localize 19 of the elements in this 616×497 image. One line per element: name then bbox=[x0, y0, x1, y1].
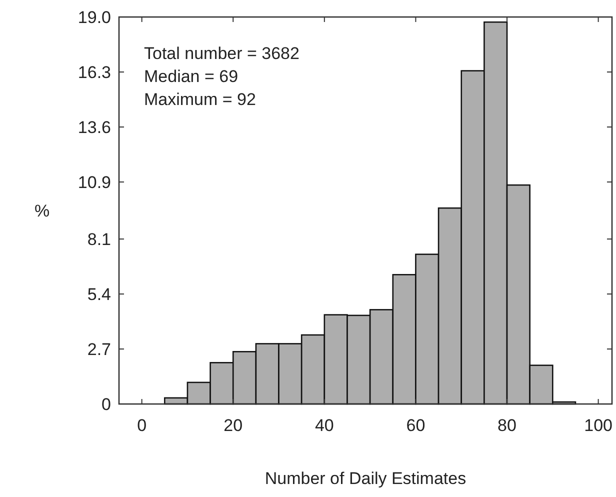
x-tick-label: 80 bbox=[498, 416, 516, 435]
y-tick-label: 8.1 bbox=[87, 230, 111, 249]
annotation: Maximum = 92 bbox=[144, 90, 256, 109]
y-tick-label: 0 bbox=[102, 394, 111, 414]
y-axis-title: % bbox=[34, 202, 50, 220]
x-axis-title: Number of Daily Estimates bbox=[264, 469, 466, 488]
y-tick-label: 10.9 bbox=[78, 172, 111, 192]
y-tick-label: 16.3 bbox=[78, 62, 111, 82]
x-tick-label: 100 bbox=[584, 416, 612, 435]
annotation: Total number = 3682 bbox=[144, 44, 300, 63]
x-tick-label: 20 bbox=[224, 416, 243, 435]
x-tick-label: 60 bbox=[406, 416, 426, 435]
annotation: Median = 69 bbox=[144, 67, 238, 86]
y-tick-label: 13.6 bbox=[78, 118, 111, 137]
y-tick-label: 5.4 bbox=[87, 284, 111, 304]
x-tick-label: 0 bbox=[137, 416, 147, 435]
y-tick-label: 2.7 bbox=[87, 340, 111, 359]
y-tick-label: 19.0 bbox=[78, 8, 111, 27]
x-tick-label: 40 bbox=[314, 416, 334, 435]
